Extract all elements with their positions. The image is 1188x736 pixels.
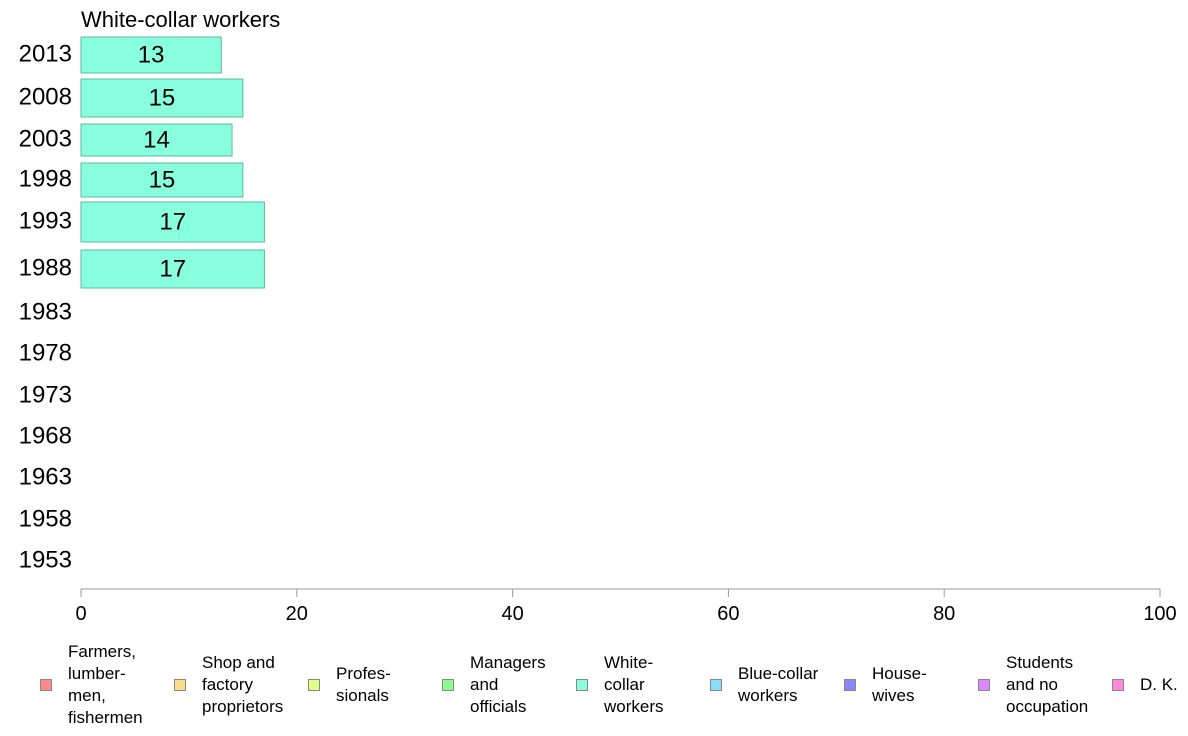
x-tick-label: 100 [1143,603,1176,625]
bar [80,201,265,243]
year-label: 1998 [19,165,72,192]
legend-label: Shop and factory proprietors [202,653,284,716]
legend-label: D. K. [1140,675,1178,694]
bar [80,78,244,118]
legend-label: Blue-collar workers [738,664,819,705]
year-label: 1983 [19,298,72,325]
x-tick-label: 60 [717,603,739,625]
year-label: 2013 [19,40,72,67]
year-label: 1963 [19,463,72,490]
bar-value-label: 15 [149,84,176,111]
bar [80,249,265,289]
legend-swatch [576,679,588,691]
legend-item: White- collar workers [576,640,664,730]
legend-swatch [174,679,186,691]
year-label: 1973 [19,381,72,408]
legend: Farmers, lumber- men, fishermen Shop and … [0,640,1188,736]
year-label: 1978 [19,339,72,366]
x-axis-ticks-group: 0 20 40 60 80 100 [75,589,1177,625]
year-labels-group: 2013 2008 2003 1998 1993 1988 1983 1978 1973 1968… [19,40,72,573]
legend-label: House- wives [872,664,927,705]
legend-label: Profes- sionals [336,664,391,705]
bar-value-label: 17 [159,255,186,282]
bar-value-label: 14 [143,126,170,153]
legend-item: Managers and officials [442,640,546,730]
year-label: 2003 [19,125,72,152]
bar-value-label: 13 [138,41,165,68]
year-label: 1993 [19,207,72,234]
legend-swatch [40,679,52,691]
year-label: 2008 [19,83,72,110]
x-tick-label: 20 [286,603,308,625]
legend-label: White- collar workers [604,653,664,716]
legend-item: D. K. [1112,640,1178,730]
legend-swatch [844,679,856,691]
legend-label: Students and no occupation [1006,653,1089,716]
year-label: 1953 [19,546,72,573]
x-tick-label: 80 [933,603,955,625]
bars-group: 13 15 14 15 17 17 [80,36,265,289]
legend-swatch [978,679,990,691]
legend-swatch [308,679,320,691]
legend-item: Farmers, lumber- men, fishermen [40,640,143,730]
year-label: 1968 [19,422,72,449]
bar [80,36,222,74]
legend-label: Managers and officials [470,653,546,716]
legend-item: Profes- sionals [308,640,391,730]
bar [80,123,233,157]
bar-value-label: 15 [149,166,176,193]
legend-item: Shop and factory proprietors [174,640,283,730]
x-tick-label: 0 [75,603,86,625]
legend-swatch [1112,679,1124,691]
x-tick-label: 40 [501,603,523,625]
legend-item: Students and no occupation [978,640,1088,730]
bar [80,162,244,198]
legend-swatch [442,679,454,691]
year-label: 1988 [19,254,72,281]
chart-title: White-collar workers [81,7,280,32]
legend-swatch [710,679,722,691]
legend-item: Blue-collar workers [710,640,818,730]
legend-label: Farmers, lumber- men, fishermen [68,642,143,727]
bar-value-label: 17 [159,208,186,235]
legend-item: House- wives [844,640,927,730]
year-label: 1958 [19,505,72,532]
